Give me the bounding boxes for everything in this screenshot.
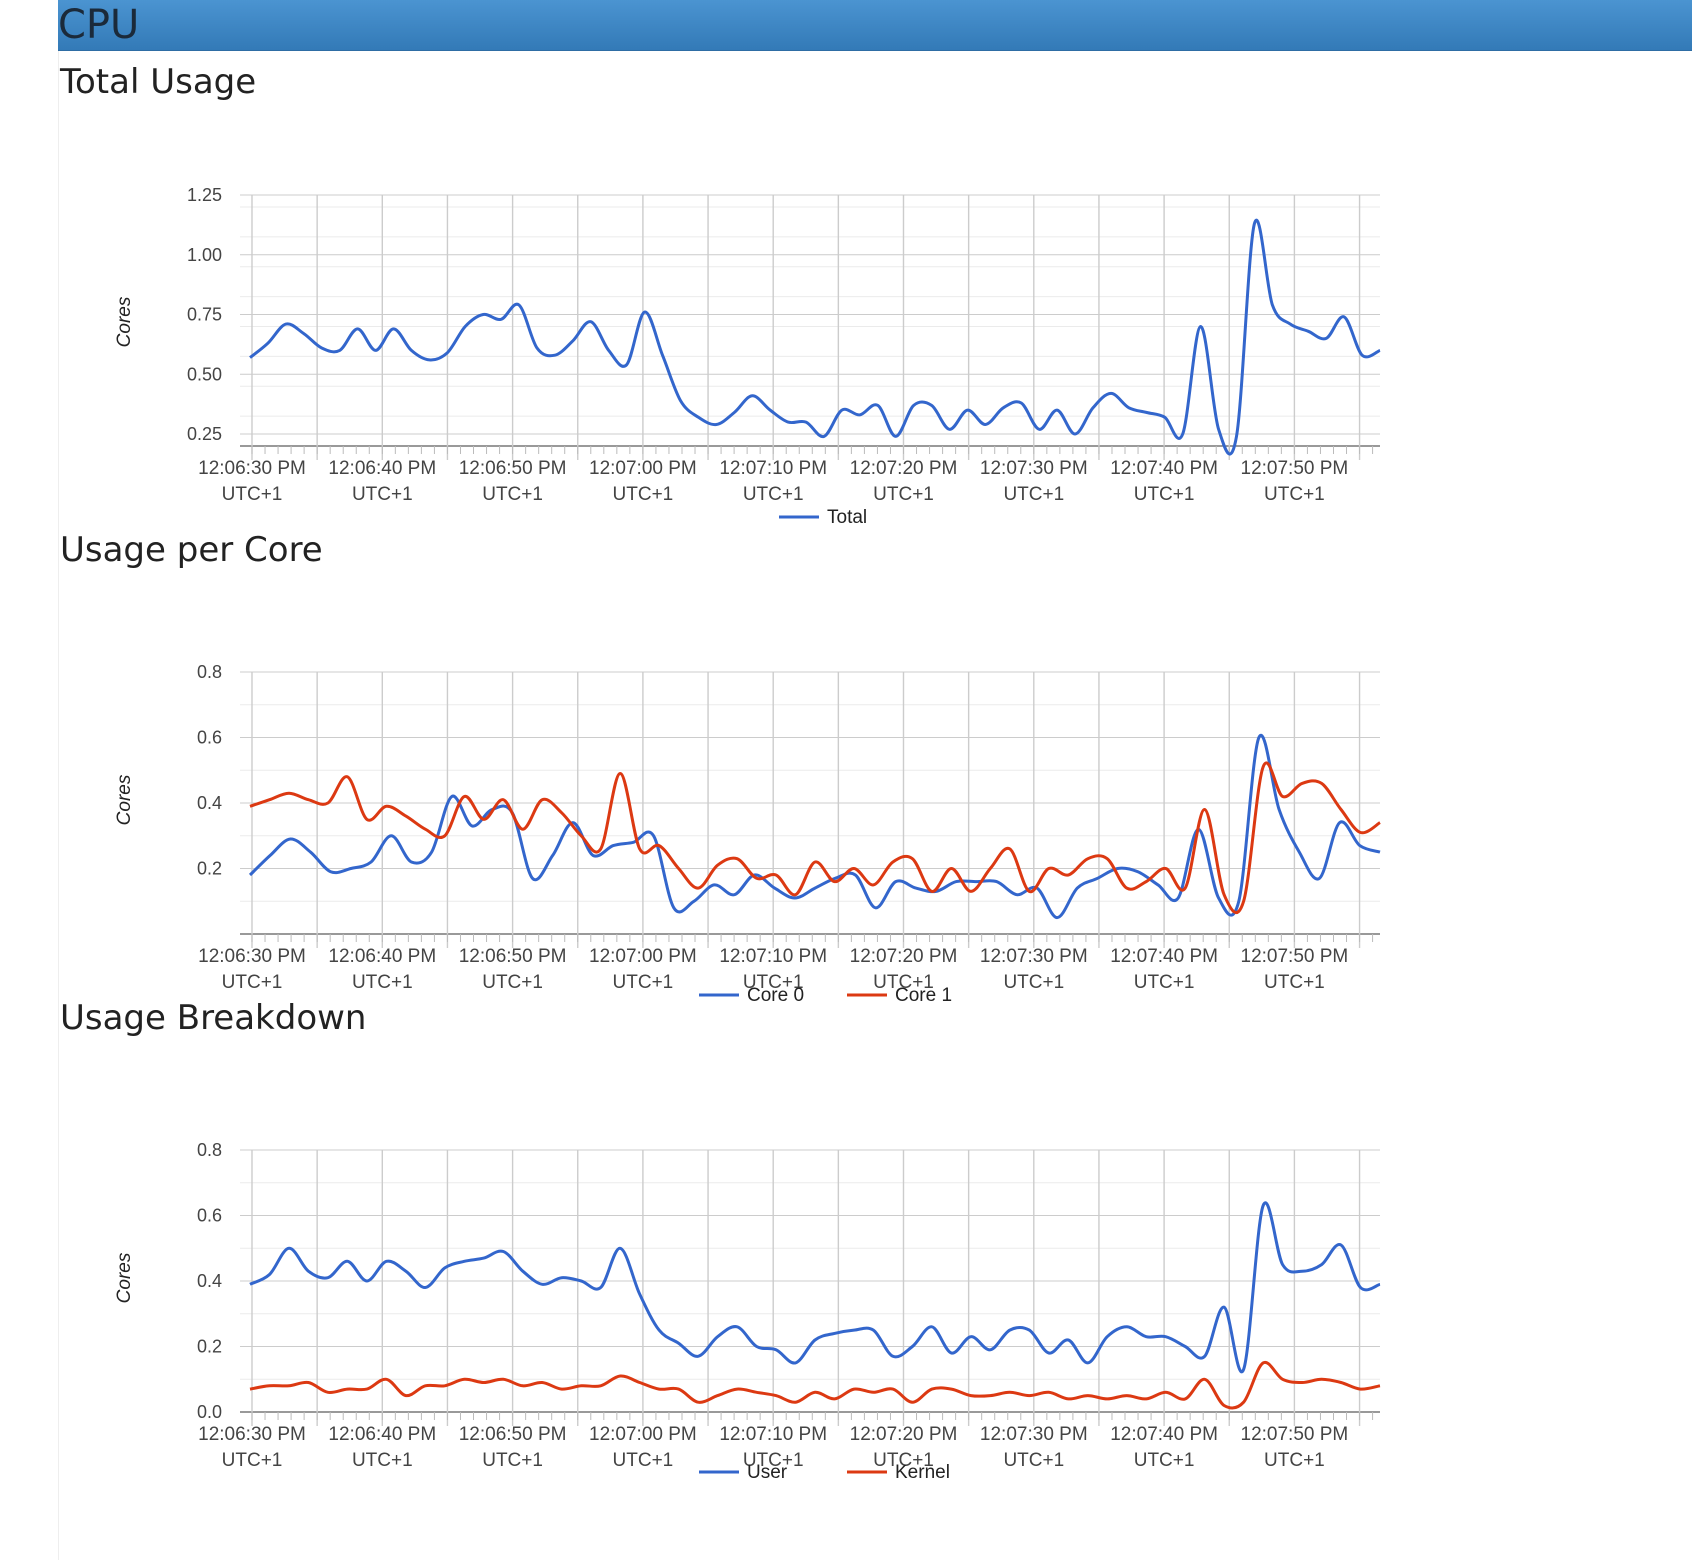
page-title: CPU	[58, 2, 140, 48]
legend-item: Core 1	[847, 985, 952, 1006]
legend-item: Core 0	[699, 985, 804, 1006]
x-tick-label-tz: UTC+1	[1134, 484, 1195, 505]
plot-area: 0.0 0.2 0.4 0.6 0.8 12:06:30 PM UTC+1 12:06:40 …	[114, 1140, 1381, 1483]
x-tick-label-tz: UTC+1	[613, 972, 674, 993]
x-tick-label-tz: UTC+1	[482, 972, 543, 993]
x-tick-label-tz: UTC+1	[613, 1450, 674, 1471]
y-tick-label: 0.8	[197, 662, 222, 682]
series-line-core-0	[248, 733, 1381, 920]
x-tick-label: 12:07:50 PM	[1241, 458, 1349, 479]
x-tick-label: 12:07:40 PM	[1110, 1424, 1218, 1445]
x-tick-label-tz: UTC+1	[873, 972, 934, 993]
usage-breakdown-title: Usage Breakdown	[60, 998, 367, 1038]
x-tick-label-tz: UTC+1	[352, 1450, 413, 1471]
series-line-core-1	[249, 761, 1381, 915]
x-tick-label-tz: UTC+1	[743, 484, 804, 505]
x-tick-label-tz: UTC+1	[482, 484, 543, 505]
y-tick-label: 0.4	[197, 1271, 222, 1291]
x-tick-label: 12:07:20 PM	[850, 946, 958, 967]
x-tick-label-tz: UTC+1	[1264, 1450, 1325, 1471]
x-tick-label-tz: UTC+1	[613, 484, 674, 505]
total-usage-chart: 0.25 0.50 0.75 1.00 1.25 12:06:30 PM UTC+1 12:0…	[114, 185, 1381, 528]
legend-item: User	[699, 1462, 788, 1483]
y-axis-title: Cores	[114, 774, 135, 825]
total-usage-title: Total Usage	[60, 62, 257, 102]
plot-area: 0.2 0.4 0.6 0.8 12:06:30 PM UTC+1 12:06:40 PM U…	[114, 662, 1381, 1006]
x-tick-label: 12:06:30 PM	[198, 946, 306, 967]
x-tick-label: 12:07:30 PM	[980, 458, 1088, 479]
usage-per-core-title: Usage per Core	[60, 530, 323, 570]
usage-per-core-chart: 0.2 0.4 0.6 0.8 12:06:30 PM UTC+1 12:06:40 PM U…	[114, 662, 1381, 1006]
series-line-user	[249, 1201, 1381, 1374]
y-axis-title: Cores	[114, 1252, 135, 1303]
legend-label: User	[747, 1462, 788, 1483]
x-tick-label: 12:07:40 PM	[1110, 458, 1218, 479]
legend-label: Core 1	[895, 985, 952, 1006]
x-tick-label-tz: UTC+1	[743, 1450, 804, 1471]
x-tick-label-tz: UTC+1	[1134, 972, 1195, 993]
legend-item: Kernel	[847, 1462, 950, 1483]
x-tick-label: 12:07:00 PM	[589, 458, 697, 479]
y-tick-label: 0.50	[187, 364, 222, 384]
y-tick-label: 0.0	[197, 1402, 222, 1422]
x-tick-label-tz: UTC+1	[1003, 972, 1064, 993]
x-tick-label: 12:07:30 PM	[980, 1424, 1088, 1445]
x-tick-label: 12:07:00 PM	[589, 1424, 697, 1445]
legend-label: Total	[827, 507, 867, 528]
x-tick-label: 12:06:40 PM	[328, 946, 436, 967]
x-tick-label-tz: UTC+1	[352, 484, 413, 505]
y-tick-label: 0.25	[187, 424, 222, 444]
x-tick-label-tz: UTC+1	[743, 972, 804, 993]
legend-item: Total	[779, 507, 867, 528]
x-tick-label: 12:07:10 PM	[719, 458, 827, 479]
x-tick-label: 12:07:20 PM	[850, 1424, 958, 1445]
x-tick-label-tz: UTC+1	[1264, 484, 1325, 505]
content-border	[58, 50, 59, 1560]
x-tick-label: 12:06:50 PM	[459, 1424, 567, 1445]
series-line-total	[249, 218, 1381, 456]
x-tick-label: 12:07:40 PM	[1110, 946, 1218, 967]
y-tick-label: 0.8	[197, 1140, 222, 1160]
x-tick-label: 12:06:50 PM	[459, 946, 567, 967]
x-tick-label: 12:07:50 PM	[1241, 946, 1349, 967]
y-tick-label: 0.75	[187, 305, 222, 325]
x-tick-label-tz: UTC+1	[1134, 1450, 1195, 1471]
x-tick-label: 12:07:20 PM	[850, 458, 958, 479]
y-tick-label: 1.00	[187, 245, 222, 265]
x-tick-label-tz: UTC+1	[222, 1450, 283, 1471]
x-tick-label: 12:07:00 PM	[589, 946, 697, 967]
x-tick-label-tz: UTC+1	[873, 1450, 934, 1471]
x-tick-label-tz: UTC+1	[873, 484, 934, 505]
y-axis-title: Cores	[114, 296, 135, 347]
y-tick-label: 1.25	[187, 185, 222, 205]
x-tick-label: 12:07:50 PM	[1241, 1424, 1349, 1445]
x-tick-label: 12:07:30 PM	[980, 946, 1088, 967]
x-tick-label: 12:07:10 PM	[719, 1424, 827, 1445]
y-tick-label: 0.6	[197, 728, 222, 748]
legend-label: Core 0	[747, 985, 804, 1006]
x-tick-label: 12:06:50 PM	[459, 458, 567, 479]
x-tick-label: 12:06:30 PM	[198, 458, 306, 479]
legend-label: Kernel	[895, 1462, 950, 1483]
x-tick-label: 12:07:10 PM	[719, 946, 827, 967]
x-tick-label: 12:06:40 PM	[328, 458, 436, 479]
cpu-header-bar: CPU	[58, 0, 1692, 51]
y-tick-label: 0.2	[197, 859, 222, 879]
x-tick-label-tz: UTC+1	[482, 1450, 543, 1471]
x-tick-label-tz: UTC+1	[1264, 972, 1325, 993]
x-tick-label: 12:06:30 PM	[198, 1424, 306, 1445]
y-tick-label: 0.6	[197, 1206, 222, 1226]
plot-area: 0.25 0.50 0.75 1.00 1.25 12:06:30 PM UTC+1 12:0…	[114, 185, 1381, 528]
y-tick-label: 0.4	[197, 793, 222, 813]
x-tick-label-tz: UTC+1	[352, 972, 413, 993]
y-tick-label: 0.2	[197, 1337, 222, 1357]
x-tick-label: 12:06:40 PM	[328, 1424, 436, 1445]
x-tick-label-tz: UTC+1	[222, 484, 283, 505]
x-tick-label-tz: UTC+1	[1003, 1450, 1064, 1471]
series-line-kernel	[249, 1360, 1381, 1410]
x-tick-label-tz: UTC+1	[1003, 484, 1064, 505]
x-tick-label-tz: UTC+1	[222, 972, 283, 993]
